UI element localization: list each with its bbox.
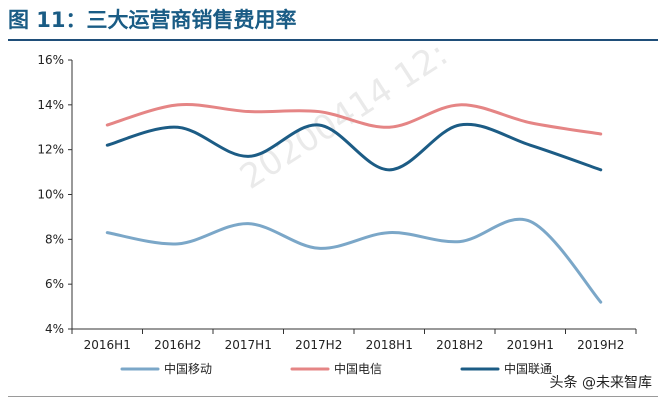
series-line-1	[105, 217, 603, 304]
title-divider	[8, 39, 658, 41]
x-tick-label: 2016H2	[154, 338, 201, 352]
x-tick-labels: 2016H1 2016H2 2017H1 2017H2 2018H1 2018H2 2019…	[71, 329, 637, 352]
y-tick-labels: 4% 6% 8% 10% 12% 14% 16%	[37, 53, 72, 336]
y-tick-label: 8%	[45, 232, 64, 246]
y-tick-label: 14%	[37, 98, 64, 112]
x-tick-label: 2018H1	[366, 338, 413, 352]
legend-label: 中国电信	[334, 361, 382, 376]
x-tick-label: 2018H2	[436, 338, 483, 352]
y-tick-label: 12%	[37, 143, 64, 157]
x-tick-label: 2019H2	[577, 338, 624, 352]
series-lines	[105, 102, 603, 304]
x-tick-label: 2016H1	[84, 338, 131, 352]
bottom-divider	[8, 396, 658, 397]
x-tick-label: 2017H1	[225, 338, 272, 352]
y-tick-label: 6%	[45, 277, 64, 291]
y-tick-label: 4%	[45, 322, 64, 336]
series-line-3	[105, 122, 603, 172]
x-tick-label: 2017H2	[295, 338, 342, 352]
chart-title: 图 11：三大运营商销售费用率	[8, 8, 297, 32]
series-line-2	[105, 102, 603, 136]
y-tick-label: 10%	[37, 188, 64, 202]
legend-label: 中国移动	[164, 361, 212, 376]
legend-label: 中国联通	[504, 361, 552, 376]
brand-watermark: 头条 @未来智库	[549, 375, 652, 391]
legend: 中国移动 中国电信 中国联通	[120, 361, 552, 376]
y-tick-label: 16%	[37, 53, 64, 67]
x-tick-label: 2019H1	[507, 338, 554, 352]
